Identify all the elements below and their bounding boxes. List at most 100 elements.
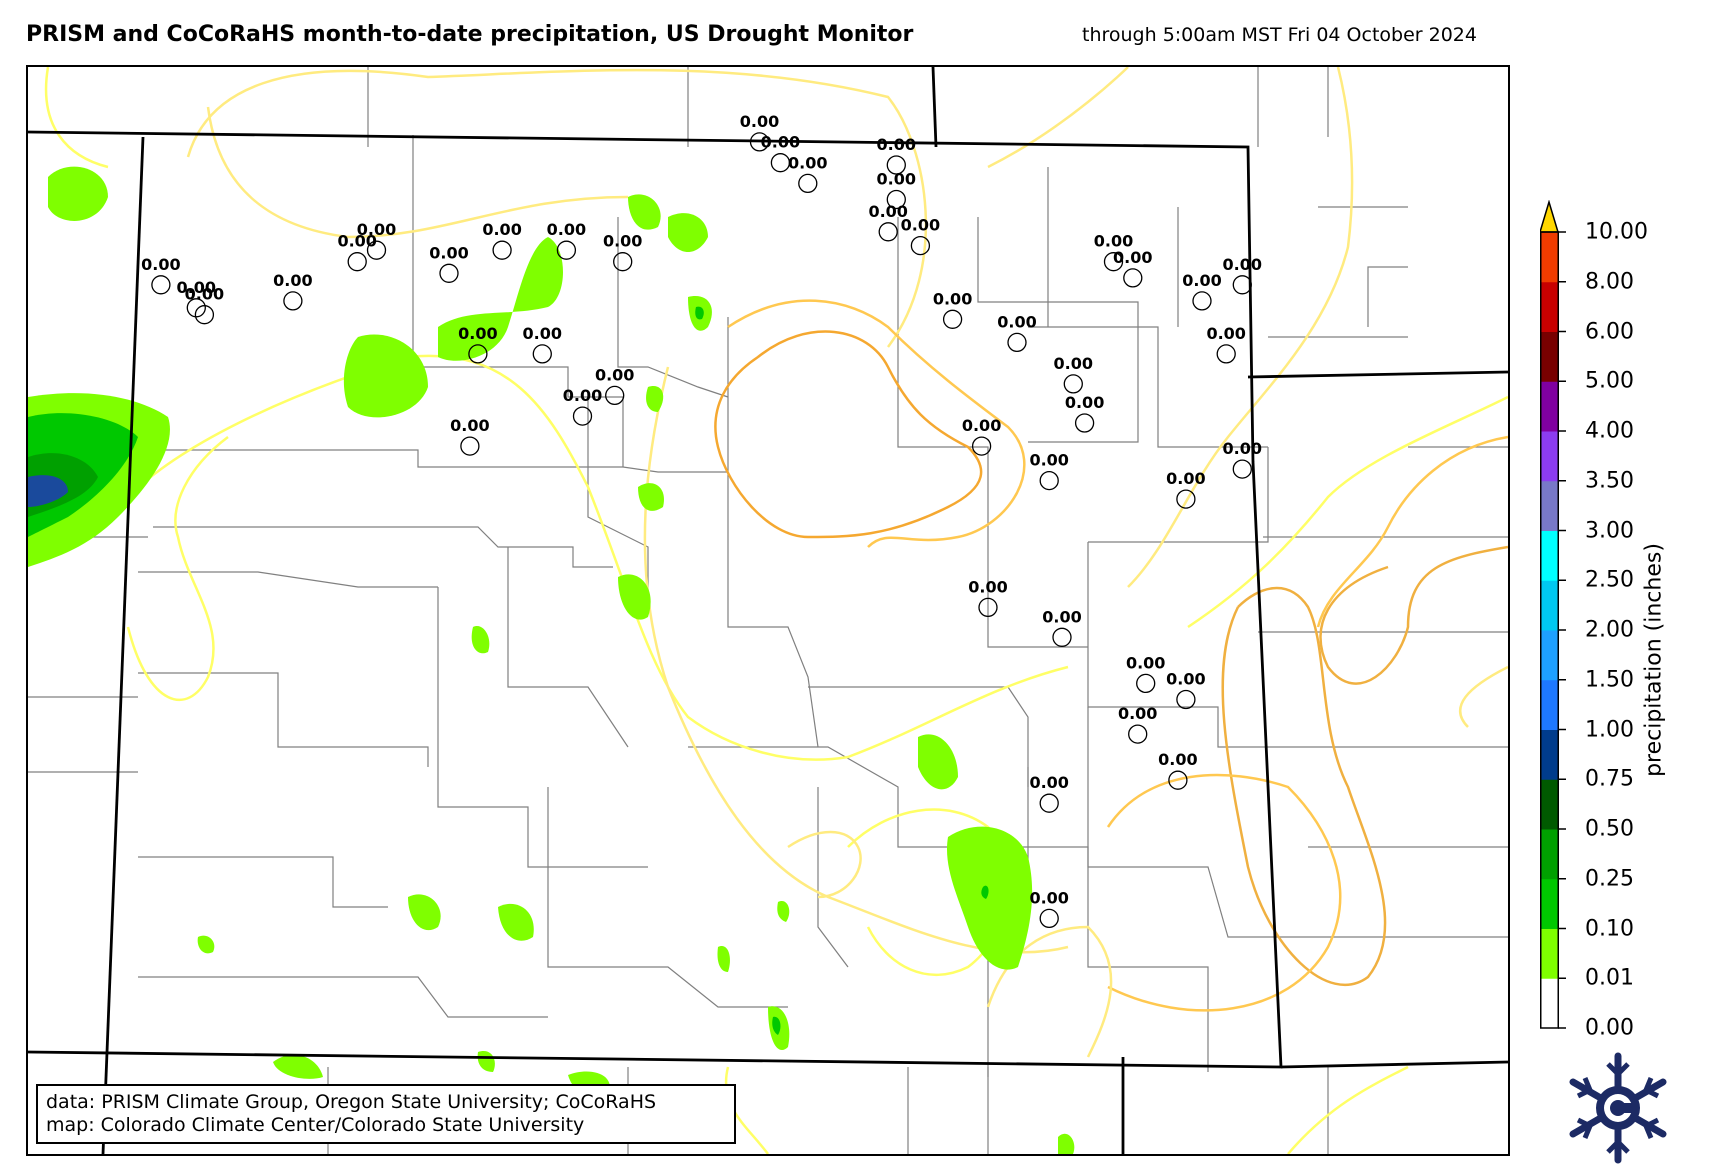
station-marker [283,291,303,311]
station-value-label: 0.00 [1065,393,1104,412]
station-marker [886,155,906,175]
station-marker [556,240,577,260]
station-marker [1103,252,1124,272]
station-marker [613,252,633,272]
station-marker [1192,291,1212,311]
station-value-label: 0.00 [1166,670,1205,689]
station-marker [1128,724,1148,744]
colorbar-tick-label: 3.00 [1585,518,1634,543]
station-value-label: 0.00 [337,232,376,251]
colorbar-segment [1540,630,1558,681]
station-marker [1168,770,1188,790]
colorbar-tick-label: 2.50 [1585,567,1634,593]
station-marker [798,173,818,194]
station-value-label: 0.00 [877,170,916,189]
colorbar-tick-label: 2.00 [1585,617,1634,643]
precipitation-colorbar [1540,200,1566,1029]
station-value-label: 0.00 [547,220,586,239]
colorbar-segment [1540,431,1558,482]
station-marker [1063,374,1083,394]
station-value-label: 0.00 [482,220,521,239]
station-value-label: 0.00 [1029,773,1068,792]
state-borders [28,67,1508,1154]
station-marker [1052,627,1072,647]
station-marker [878,222,898,242]
station-value-label: 0.00 [458,324,497,343]
station-value-label: 0.00 [761,133,800,152]
station-marker [186,298,206,318]
station-marker [532,344,552,364]
colorbar-tick-label: 0.75 [1585,766,1634,792]
station-value-label: 0.00 [1206,324,1245,343]
colorbar-segment [1540,978,1558,1029]
colorbar-tick-label: 5.00 [1585,368,1634,394]
credits-map-line: map: Colorado Climate Center/Colorado St… [46,1114,585,1136]
station-value-label: 0.00 [1118,704,1157,723]
station-marker [1007,332,1027,353]
colorbar-tick-label: 1.00 [1585,717,1634,742]
station-value-label: 0.00 [968,577,1007,596]
colorbar-tick-label: 4.00 [1585,418,1634,444]
station-marker [468,344,488,364]
station-value-label: 0.00 [901,216,940,235]
station-value-label: 0.00 [877,135,916,154]
colorbar-tick-label: 0.01 [1585,965,1634,991]
station-marker [1136,673,1156,694]
station-marker [1039,470,1059,491]
station-value-label: 0.00 [1042,607,1081,626]
station-marker [1123,268,1143,288]
station-value-label: 0.00 [1094,232,1133,251]
station-marker [1216,344,1236,364]
colorbar-segment [1540,232,1558,283]
colorbar-label: precipitation (inches) [1641,543,1667,777]
station-marker [749,132,770,152]
station-value-label: 0.00 [868,202,907,221]
colorbar-segment [1540,729,1558,780]
colorbar-tick-label: 8.00 [1585,269,1634,295]
station-value-label: 0.00 [141,255,180,274]
station-marker [460,436,480,456]
colorbar-tick-label: 6.00 [1585,319,1634,344]
station-value-label: 0.00 [273,271,312,290]
station-marker [194,305,215,325]
station-value-label: 0.00 [740,112,779,131]
colorado-map: 0.00 0.00 0.00 0.00 0.00 0.00 0.00 0.00 0.00 0.00… [26,65,1510,1156]
station-value-label: 0.00 [1054,354,1093,373]
map-title: PRISM and CoCoRaHS month-to-date precipi… [26,22,914,47]
station-marker [151,275,171,295]
station-value-label: 0.00 [1029,888,1068,907]
drought-contours [44,67,1508,1154]
station-marker [492,240,512,260]
colorbar-segment [1540,530,1558,581]
station-value-label: 0.00 [177,278,216,297]
station-value-label: 0.00 [1158,750,1197,769]
station-value-label: 0.00 [595,365,634,384]
colorbar-tick-label: 0.50 [1585,816,1634,842]
station-markers: 0.000.000.000.000.000.000.000.000.000.00… [141,112,1262,929]
colorbar-segment [1540,381,1558,432]
station-value-label: 0.00 [1029,451,1068,470]
station-value-label: 0.00 [933,289,972,308]
station-value-label: 0.00 [429,243,468,262]
colorbar-tick-label: 0.10 [1585,916,1634,941]
colorado-climate-center-logo [1569,1052,1667,1164]
station-value-label: 0.00 [962,416,1001,435]
station-value-label: 0.00 [997,312,1036,331]
colorbar-tick-label: 0.25 [1585,866,1634,892]
colorbar-segment [1540,281,1558,332]
county-lines [28,67,1508,1154]
station-marker [1039,908,1059,929]
station-marker [439,263,459,283]
station-value-label: 0.00 [563,386,602,405]
station-value-label: 0.00 [788,153,827,172]
station-marker [347,252,367,272]
station-marker [1176,689,1196,710]
station-value-label: 0.00 [185,285,224,304]
map-canvas: 0.000.000.000.000.000.000.000.000.000.00… [28,67,1508,1154]
station-value-label: 0.00 [357,220,396,239]
colorbar-tick-label: 3.50 [1585,468,1634,494]
station-value-label: 0.00 [1126,653,1165,672]
colorbar-extend-arrow [1540,200,1560,233]
station-marker [978,597,998,618]
colorbar-segment [1540,878,1558,929]
